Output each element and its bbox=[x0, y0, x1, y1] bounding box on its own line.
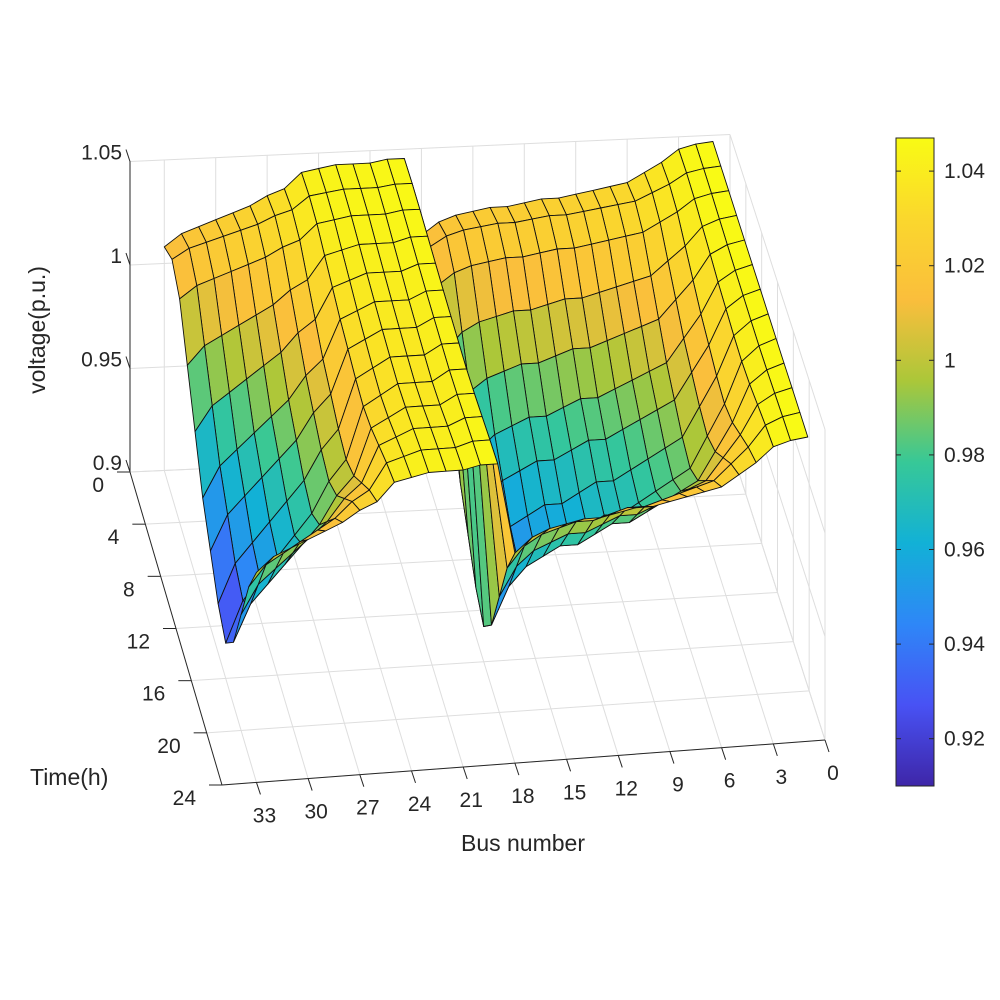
side-wall-grid-line bbox=[729, 444, 826, 741]
z-tick-mark bbox=[125, 252, 131, 266]
z-axis-label: voltage(p.u.) bbox=[24, 266, 50, 394]
x-axis-line bbox=[221, 739, 826, 786]
floor-grid-line bbox=[175, 592, 778, 629]
x-tick-mark bbox=[462, 766, 468, 780]
x-tick-label: 0 bbox=[827, 762, 839, 785]
colorbar: 1.04 1.02 1 0.98 0.96 0.94 0.92 bbox=[895, 137, 985, 787]
x-tick-label: 24 bbox=[408, 793, 432, 816]
back-wall-grid-line bbox=[129, 134, 731, 162]
z-tick-mark bbox=[125, 459, 131, 473]
x-tick-mark bbox=[617, 755, 623, 768]
x-tick-label: 33 bbox=[253, 804, 276, 827]
z-tick-label: 1 bbox=[110, 245, 122, 268]
y-tick-label: 24 bbox=[173, 787, 197, 810]
y-tick-label: 16 bbox=[142, 683, 165, 706]
colorbar-tick-label: 1.02 bbox=[944, 255, 985, 278]
colorbar-tick-label: 0.94 bbox=[944, 633, 985, 656]
x-tick-mark bbox=[359, 774, 365, 787]
colorbar-tick-label: 1.04 bbox=[944, 160, 985, 183]
z-tick-label: 0.9 bbox=[93, 452, 122, 475]
x-tick-mark bbox=[514, 762, 520, 776]
x-tick-label: 27 bbox=[356, 797, 379, 820]
colorbar-tick-label: 0.98 bbox=[944, 444, 985, 467]
x-tick-mark bbox=[307, 778, 313, 791]
x-tick-label: 30 bbox=[304, 801, 327, 824]
surface-patch bbox=[248, 556, 275, 588]
x-tick-label: 21 bbox=[460, 789, 483, 812]
axis-ticks: 33 30 27 24 21 18 15 12 9 6 3 0048121620241.0510.95… bbox=[81, 142, 839, 828]
colorbar-gradient bbox=[895, 137, 935, 787]
y-tick-label: 12 bbox=[127, 631, 150, 654]
colorbar-tick-label: 0.96 bbox=[944, 539, 985, 562]
y-axis-label: Time(h) bbox=[30, 764, 108, 790]
y-tick-label: 4 bbox=[108, 526, 120, 549]
colorbar-tick-label: 0.92 bbox=[944, 728, 985, 751]
side-wall-grid-line bbox=[729, 134, 826, 430]
x-tick-label: 12 bbox=[615, 777, 638, 800]
x-tick-mark bbox=[669, 751, 675, 764]
x-tick-mark bbox=[255, 782, 261, 795]
x-tick-mark bbox=[721, 747, 727, 760]
x-tick-label: 18 bbox=[511, 785, 534, 808]
y-tick-label: 8 bbox=[123, 578, 135, 601]
y-tick-label: 20 bbox=[157, 735, 180, 758]
z-tick-mark bbox=[125, 149, 131, 162]
floor-grid-line bbox=[191, 641, 794, 682]
x-axis-label: Bus number bbox=[461, 830, 585, 856]
z-tick-label: 1.05 bbox=[81, 142, 122, 165]
x-tick-mark bbox=[824, 739, 830, 753]
x-tick-label: 9 bbox=[672, 774, 684, 797]
y-tick-label: 0 bbox=[92, 474, 104, 497]
colorbar-tick-label: 1 bbox=[944, 349, 956, 372]
x-tick-label: 15 bbox=[563, 781, 586, 804]
z-tick-label: 0.95 bbox=[81, 349, 122, 372]
floor-grid-line bbox=[206, 690, 810, 734]
z-tick-mark bbox=[125, 356, 131, 369]
voltage-surface bbox=[163, 141, 809, 644]
x-tick-mark bbox=[772, 743, 778, 757]
x-tick-label: 6 bbox=[724, 770, 736, 793]
x-tick-mark bbox=[411, 770, 416, 784]
x-tick-mark bbox=[566, 759, 572, 772]
x-tick-label: 3 bbox=[775, 766, 787, 789]
